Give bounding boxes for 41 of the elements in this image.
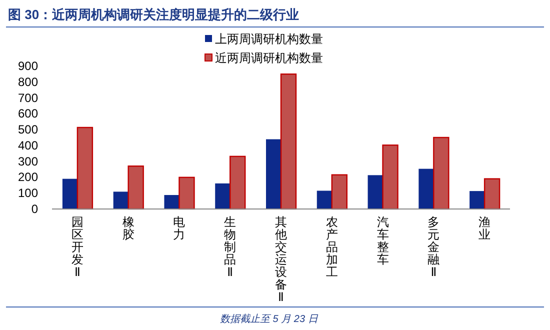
y-tick-label: 900 [18, 59, 38, 73]
x-tick-label: 电力 [173, 215, 186, 242]
x-tick-label: 生物制品Ⅱ [224, 215, 236, 279]
x-tick-label: 橡胶 [122, 215, 134, 242]
bar [433, 136, 450, 210]
bar [266, 139, 281, 209]
bar [76, 126, 94, 210]
bar [62, 178, 78, 209]
y-tick-label: 0 [31, 202, 38, 216]
y-tick-label: 100 [18, 186, 38, 200]
y-tick-label: 400 [18, 138, 38, 152]
bar [230, 156, 246, 210]
text: 数据截止至 5 月 23 日 [220, 313, 319, 325]
bar [470, 191, 485, 209]
y-tick-label: 200 [18, 170, 38, 184]
bar [316, 190, 332, 209]
y-tick-label: 800 [18, 74, 38, 89]
y-tick-label: 600 [18, 106, 38, 121]
bar [484, 178, 500, 210]
y-tick-label: 700 [18, 90, 38, 105]
chart-title: 图 30：近两周机构调研关注度明显提升的二级行业 [8, 7, 300, 22]
x-tick-label: 汽车整车 [376, 215, 389, 266]
legend-label: 上两周调研机构数量 [215, 32, 323, 46]
bar [128, 166, 144, 210]
x-tick-label: 多元金融Ⅱ [428, 215, 440, 279]
bar [280, 74, 297, 210]
bar [382, 144, 398, 210]
x-tick-label: 农产品加工 [326, 215, 338, 279]
bar [331, 174, 348, 210]
bar [164, 195, 180, 209]
bar [418, 168, 434, 209]
bar [215, 183, 230, 209]
y-tick-label: 300 [18, 154, 38, 168]
bar [113, 192, 128, 209]
x-tick-label: 园区开发Ⅱ [71, 215, 84, 279]
x-tick-label: 其他交运设备Ⅱ [275, 215, 287, 304]
x-tick-label: 渔业 [478, 215, 491, 242]
bar [178, 176, 195, 210]
bar [368, 175, 383, 209]
y-tick-label: 500 [18, 122, 38, 137]
legend-label: 近两周调研机构数量 [215, 51, 323, 65]
